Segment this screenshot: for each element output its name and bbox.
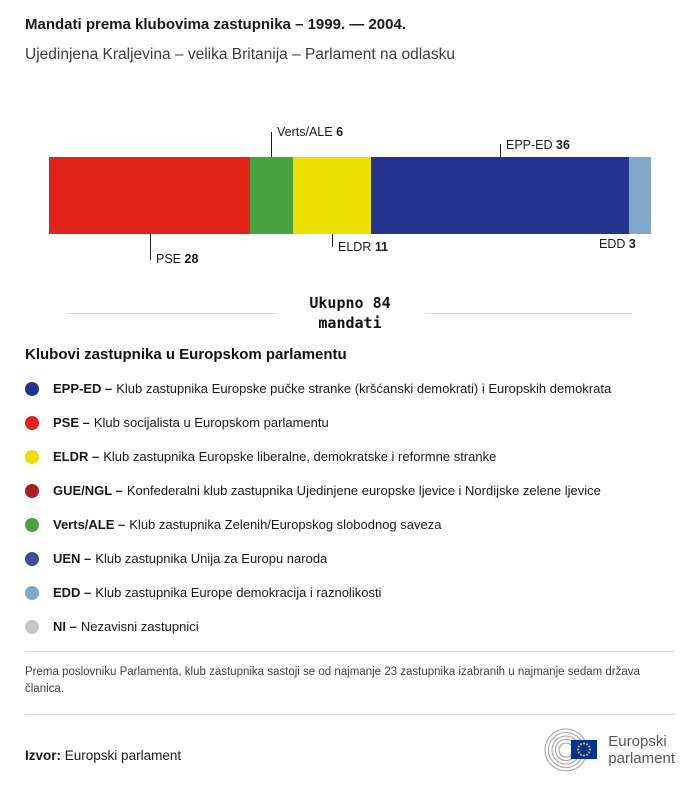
epp-ed-color-dot bbox=[25, 381, 39, 396]
legend-item-ni: NI – Nezavisni zastupnici bbox=[25, 617, 675, 637]
footer: Izvor: Europski parlament bbox=[0, 715, 700, 773]
legend-desc: Klub zastupnika Europske liberalne, demo… bbox=[103, 449, 497, 464]
legend-desc: Klub zastupnika Zelenih/Europskog slobod… bbox=[129, 517, 442, 532]
callout-value: 11 bbox=[374, 240, 389, 254]
callout-line-epp-ed bbox=[500, 144, 501, 157]
logo-text-line2: parlament bbox=[608, 750, 675, 767]
page-subtitle: Ujedinjena Kraljevina – velika Britanija… bbox=[25, 46, 455, 63]
legend-item-uen: UEN – Klub zastupnika Unija za Europu nar… bbox=[25, 549, 675, 569]
bar-segment-epp-ed bbox=[371, 157, 630, 234]
legend-desc: Konfederalni klub zastupnika Ujedinjene … bbox=[126, 483, 601, 498]
legend-abbr: EPP-ED – bbox=[53, 381, 113, 396]
logo-text-line1: Europski bbox=[608, 732, 667, 750]
total-line1: Ukupno 84 bbox=[309, 294, 391, 312]
logo-text: Europski parlament bbox=[608, 733, 675, 768]
legend-heading: Klubovi zastupnika u Europskom parlament… bbox=[25, 345, 347, 363]
callout-line-verts-ale bbox=[271, 132, 272, 157]
legend-desc: Klub socijalista u Europskom parlamentu bbox=[93, 415, 329, 430]
legend-abbr: NI – bbox=[53, 619, 77, 634]
total-seats-text: Ukupno 84 mandati bbox=[275, 293, 424, 334]
legend-abbr: EDD – bbox=[53, 585, 92, 600]
uen-color-dot bbox=[25, 551, 39, 566]
ni-color-dot bbox=[25, 619, 39, 634]
callout-eldr: ELDR 11 bbox=[338, 240, 388, 254]
bar-segment-edd bbox=[629, 157, 651, 234]
legend-item-edd: EDD – Klub zastupnika Europe demokracija … bbox=[25, 583, 675, 603]
callout-value: 6 bbox=[336, 125, 344, 139]
legend-desc: Nezavisni zastupnici bbox=[80, 619, 199, 634]
legend-abbr: Verts/ALE – bbox=[53, 517, 126, 532]
legend-item-pse: PSE – Klub socijalista u Europskom parlam… bbox=[25, 413, 675, 433]
callout-label: ELDR bbox=[338, 240, 372, 254]
legend-desc: Klub zastupnika Unija za Europu naroda bbox=[95, 551, 328, 566]
bar-segment-pse bbox=[49, 157, 250, 234]
callout-value: 3 bbox=[628, 237, 636, 251]
callout-label: EPP-ED bbox=[506, 138, 553, 152]
footnote: Prema poslovniku Parlamenta, klub zastup… bbox=[25, 665, 640, 695]
stacked-bar bbox=[49, 157, 651, 234]
callout-label: PSE bbox=[156, 252, 182, 266]
total-seats: Ukupno 84 mandati bbox=[68, 293, 632, 334]
legend-item-gue-ngl: GUE/NGL – Konfederalni klub zastupnika Uj… bbox=[25, 481, 675, 501]
callout-line-pse bbox=[150, 234, 151, 260]
edd-color-dot bbox=[25, 585, 39, 600]
hemicycle-eu-flag-icon bbox=[544, 728, 598, 772]
legend-item-eldr: ELDR – Klub zastupnika Europske liberalne… bbox=[25, 447, 675, 467]
legend-abbr: GUE/NGL – bbox=[53, 483, 123, 498]
divider-top bbox=[25, 650, 675, 652]
source: Izvor: Europski parlament bbox=[25, 748, 181, 773]
legend-abbr: UEN – bbox=[53, 551, 92, 566]
source-label: Izvor: bbox=[25, 748, 62, 763]
page-title: Mandati prema klubovima zastupnika – 199… bbox=[25, 16, 406, 33]
total-rule-left bbox=[68, 312, 276, 314]
gue-ngl-color-dot bbox=[25, 483, 39, 498]
callout-label: Verts/ALE bbox=[277, 125, 333, 139]
bar-segment-eldr bbox=[292, 157, 372, 234]
callout-value: 36 bbox=[556, 138, 570, 152]
legend-item-verts-ale: Verts/ALE – Klub zastupnika Zelenih/Europ… bbox=[25, 515, 675, 535]
callout-edd: EDD 3 bbox=[599, 237, 636, 251]
callout-label: EDD bbox=[599, 237, 626, 251]
legend-abbr: ELDR – bbox=[53, 449, 100, 464]
legend: EPP-ED – Klub zastupnika Europske pučke s… bbox=[25, 379, 675, 637]
eldr-color-dot bbox=[25, 449, 39, 464]
european-parliament-logo: Europski parlament bbox=[542, 727, 675, 773]
total-rule-right bbox=[424, 312, 632, 314]
callout-line-eldr bbox=[332, 234, 333, 247]
callout-pse: PSE 28 bbox=[156, 252, 198, 266]
divider-bottom bbox=[25, 714, 675, 715]
legend-desc: Klub zastupnika Europske pučke stranke (… bbox=[116, 381, 612, 396]
legend-item-epp-ed: EPP-ED – Klub zastupnika Europske pučke s… bbox=[25, 379, 675, 399]
legend-abbr: PSE – bbox=[53, 415, 90, 430]
source-value: Europski parlament bbox=[64, 748, 182, 763]
pse-color-dot bbox=[25, 415, 39, 430]
callout-verts-ale: Verts/ALE 6 bbox=[277, 125, 343, 139]
seat-distribution-chart: Verts/ALE 6 EPP-ED 36 PSE 28 ELDR 11 EDD… bbox=[0, 64, 700, 279]
legend-desc: Klub zastupnika Europe demokracija i raz… bbox=[95, 585, 382, 600]
callout-value: 28 bbox=[184, 252, 199, 266]
total-line2: mandati bbox=[318, 314, 382, 333]
verts-ale-color-dot bbox=[25, 517, 39, 532]
callout-epp-ed: EPP-ED 36 bbox=[506, 138, 570, 152]
bar-segment-verts-ale bbox=[249, 157, 293, 234]
